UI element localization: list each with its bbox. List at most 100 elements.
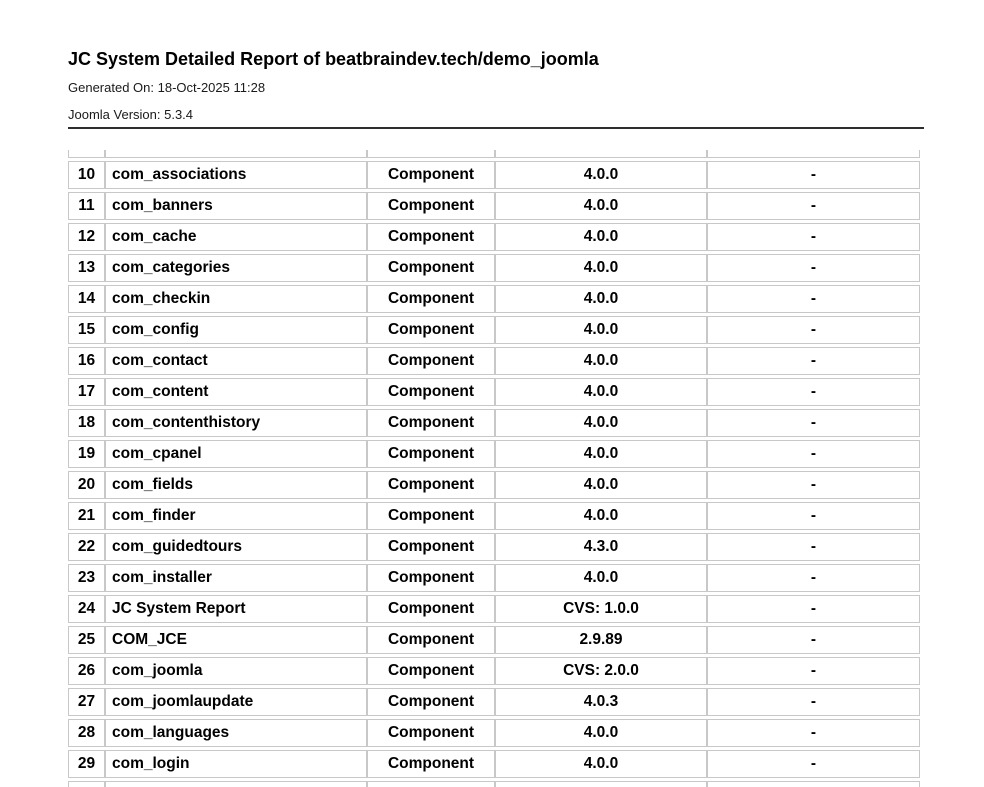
row-number-cell: 12 <box>68 223 105 251</box>
extension-name-cell: com_installer <box>105 564 367 592</box>
extension-extra-cell: - <box>707 626 920 654</box>
extension-name-cell: com_guidedtours <box>105 533 367 561</box>
extension-name-cell: com_checkin <box>105 285 367 313</box>
extension-extra-cell: - <box>707 750 920 778</box>
empty-cell <box>367 150 495 158</box>
table-row: 23 com_installer Component 4.0.0- <box>68 564 920 592</box>
table-row: 29 com_login Component 4.0.0- <box>68 750 920 778</box>
row-number-cell: 22 <box>68 533 105 561</box>
generated-on-text: Generated On: 18-Oct-2025 11:28 <box>68 80 266 95</box>
table-row: 27 com_joomlaupdate Component 4.0.3- <box>68 688 920 716</box>
extension-extra-cell: - <box>707 316 920 344</box>
extension-type-cell: Component <box>367 750 495 778</box>
empty-cell <box>707 150 920 158</box>
partial-row-top <box>68 150 920 158</box>
empty-cell <box>495 781 707 787</box>
extension-name-cell: com_contenthistory <box>105 409 367 437</box>
header-divider <box>68 127 924 129</box>
extension-name-cell: com_fields <box>105 471 367 499</box>
extension-type-cell: Component <box>367 440 495 468</box>
table-row: 20 com_fields Component 4.0.0- <box>68 471 920 499</box>
extension-extra-cell: - <box>707 161 920 189</box>
table-row: 25 COM_JCE Component 2.9.89- <box>68 626 920 654</box>
table-row: 26 com_joomla Component CVS: 2.0.0- <box>68 657 920 685</box>
row-number-cell: 17 <box>68 378 105 406</box>
extension-type-cell: Component <box>367 626 495 654</box>
extension-extra-cell: - <box>707 564 920 592</box>
extension-type-cell: Component <box>367 254 495 282</box>
row-number-cell: 27 <box>68 688 105 716</box>
extension-type-cell: Component <box>367 595 495 623</box>
extension-version-cell: 4.0.3 <box>495 688 707 716</box>
extension-version-cell: 4.0.0 <box>495 440 707 468</box>
extension-extra-cell: - <box>707 347 920 375</box>
extension-version-cell: 4.0.0 <box>495 192 707 220</box>
row-number-cell: 14 <box>68 285 105 313</box>
extension-type-cell: Component <box>367 502 495 530</box>
extension-version-cell: 4.0.0 <box>495 254 707 282</box>
table-row: 14 com_checkin Component 4.0.0- <box>68 285 920 313</box>
table-row: 21 com_finder Component 4.0.0- <box>68 502 920 530</box>
extension-name-cell: com_associations <box>105 161 367 189</box>
extension-version-cell: 4.0.0 <box>495 471 707 499</box>
extension-extra-cell: - <box>707 719 920 747</box>
row-number-cell: 23 <box>68 564 105 592</box>
empty-cell <box>105 781 367 787</box>
extension-version-cell: 4.0.0 <box>495 564 707 592</box>
extension-extra-cell: - <box>707 688 920 716</box>
extension-extra-cell: - <box>707 471 920 499</box>
table-row: 17 com_content Component 4.0.0- <box>68 378 920 406</box>
extension-type-cell: Component <box>367 161 495 189</box>
extension-extra-cell: - <box>707 657 920 685</box>
partial-row-bottom <box>68 781 920 787</box>
extension-name-cell: com_login <box>105 750 367 778</box>
extension-name-cell: com_joomla <box>105 657 367 685</box>
row-number-cell: 15 <box>68 316 105 344</box>
extension-type-cell: Component <box>367 564 495 592</box>
table-row: 11 com_banners Component 4.0.0- <box>68 192 920 220</box>
extension-name-cell: com_joomlaupdate <box>105 688 367 716</box>
extension-extra-cell: - <box>707 192 920 220</box>
extension-extra-cell: - <box>707 254 920 282</box>
extension-name-cell: com_banners <box>105 192 367 220</box>
extension-name-cell: com_finder <box>105 502 367 530</box>
extension-version-cell: 4.0.0 <box>495 285 707 313</box>
extension-type-cell: Component <box>367 688 495 716</box>
table-row: 22 com_guidedtours Component 4.3.0- <box>68 533 920 561</box>
extension-type-cell: Component <box>367 223 495 251</box>
extension-extra-cell: - <box>707 595 920 623</box>
row-number-cell: 20 <box>68 471 105 499</box>
extension-type-cell: Component <box>367 192 495 220</box>
extension-extra-cell: - <box>707 440 920 468</box>
extension-extra-cell: - <box>707 409 920 437</box>
extension-version-cell: 4.0.0 <box>495 750 707 778</box>
extension-name-cell: com_cache <box>105 223 367 251</box>
report-header: JC System Detailed Report of beatbrainde… <box>68 50 924 129</box>
row-number-cell: 13 <box>68 254 105 282</box>
row-number-cell: 16 <box>68 347 105 375</box>
table-row: 12 com_cache Component 4.0.0- <box>68 223 920 251</box>
extension-name-cell: com_languages <box>105 719 367 747</box>
extension-name-cell: com_cpanel <box>105 440 367 468</box>
table-row: 19 com_cpanel Component 4.0.0- <box>68 440 920 468</box>
row-number-cell: 19 <box>68 440 105 468</box>
extension-extra-cell: - <box>707 502 920 530</box>
row-number-cell: 25 <box>68 626 105 654</box>
extension-type-cell: Component <box>367 657 495 685</box>
joomla-version-text: Joomla Version: 5.3.4 <box>68 107 194 122</box>
row-number-cell: 21 <box>68 502 105 530</box>
extension-type-cell: Component <box>367 471 495 499</box>
extension-name-cell: com_config <box>105 316 367 344</box>
row-number-cell: 28 <box>68 719 105 747</box>
extension-version-cell: 4.3.0 <box>495 533 707 561</box>
extension-version-cell: 4.0.0 <box>495 316 707 344</box>
extension-version-cell: 4.0.0 <box>495 378 707 406</box>
row-number-cell: 24 <box>68 595 105 623</box>
empty-cell <box>707 781 920 787</box>
extensions-table-viewport: 10 com_associations Component 4.0.0-11 com_b… <box>68 150 928 787</box>
table-row: 15 com_config Component 4.0.0- <box>68 316 920 344</box>
extension-version-cell: 4.0.0 <box>495 502 707 530</box>
extension-type-cell: Component <box>367 285 495 313</box>
extension-type-cell: Component <box>367 533 495 561</box>
extension-extra-cell: - <box>707 378 920 406</box>
